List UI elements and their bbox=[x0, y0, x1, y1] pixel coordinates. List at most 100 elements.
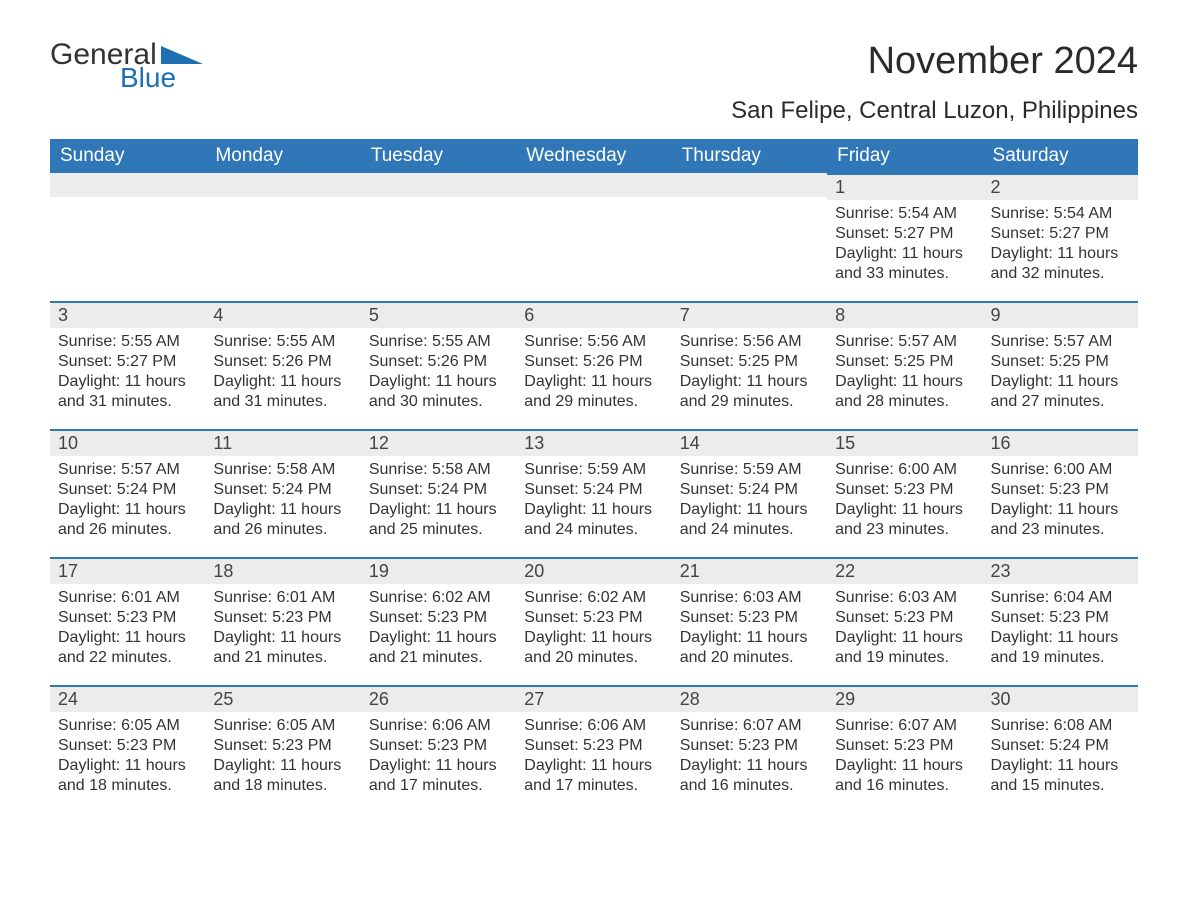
day-details: Sunrise: 5:59 AMSunset: 5:24 PMDaylight:… bbox=[516, 456, 671, 548]
month-title: November 2024 bbox=[731, 40, 1138, 83]
sunrise-text: Sunrise: 6:05 AM bbox=[58, 716, 197, 736]
sunrise-text: Sunrise: 5:55 AM bbox=[213, 332, 352, 352]
daylight-text: Daylight: 11 hours and 29 minutes. bbox=[680, 372, 819, 412]
day-details: Sunrise: 5:56 AMSunset: 5:26 PMDaylight:… bbox=[516, 328, 671, 420]
calendar-cell: 21Sunrise: 6:03 AMSunset: 5:23 PMDayligh… bbox=[672, 557, 827, 685]
day-details: Sunrise: 5:54 AMSunset: 5:27 PMDaylight:… bbox=[983, 200, 1138, 292]
sunset-text: Sunset: 5:23 PM bbox=[58, 736, 197, 756]
calendar-cell: 18Sunrise: 6:01 AMSunset: 5:23 PMDayligh… bbox=[205, 557, 360, 685]
weekday-header: Wednesday bbox=[516, 139, 671, 173]
calendar-week-row: 10Sunrise: 5:57 AMSunset: 5:24 PMDayligh… bbox=[50, 429, 1138, 557]
daylight-text: Daylight: 11 hours and 21 minutes. bbox=[213, 628, 352, 668]
calendar-cell bbox=[516, 173, 671, 301]
weekday-header: Monday bbox=[205, 139, 360, 173]
daylight-text: Daylight: 11 hours and 26 minutes. bbox=[58, 500, 197, 540]
daylight-text: Daylight: 11 hours and 20 minutes. bbox=[680, 628, 819, 668]
sunrise-text: Sunrise: 6:03 AM bbox=[680, 588, 819, 608]
daylight-text: Daylight: 11 hours and 23 minutes. bbox=[991, 500, 1130, 540]
calendar-cell: 28Sunrise: 6:07 AMSunset: 5:23 PMDayligh… bbox=[672, 685, 827, 813]
day-number: 9 bbox=[983, 301, 1138, 328]
daylight-text: Daylight: 11 hours and 31 minutes. bbox=[213, 372, 352, 412]
day-number: 19 bbox=[361, 557, 516, 584]
day-number: 21 bbox=[672, 557, 827, 584]
day-details: Sunrise: 6:08 AMSunset: 5:24 PMDaylight:… bbox=[983, 712, 1138, 804]
sunrise-text: Sunrise: 5:58 AM bbox=[213, 460, 352, 480]
day-details: Sunrise: 5:59 AMSunset: 5:24 PMDaylight:… bbox=[672, 456, 827, 548]
calendar-cell bbox=[361, 173, 516, 301]
calendar-cell: 13Sunrise: 5:59 AMSunset: 5:24 PMDayligh… bbox=[516, 429, 671, 557]
sunset-text: Sunset: 5:23 PM bbox=[369, 608, 508, 628]
day-details: Sunrise: 6:00 AMSunset: 5:23 PMDaylight:… bbox=[827, 456, 982, 548]
location: San Felipe, Central Luzon, Philippines bbox=[731, 97, 1138, 125]
daylight-text: Daylight: 11 hours and 19 minutes. bbox=[835, 628, 974, 668]
sunset-text: Sunset: 5:24 PM bbox=[524, 480, 663, 500]
sunrise-text: Sunrise: 5:59 AM bbox=[524, 460, 663, 480]
daylight-text: Daylight: 11 hours and 30 minutes. bbox=[369, 372, 508, 412]
weekday-header: Thursday bbox=[672, 139, 827, 173]
calendar-week-row: 24Sunrise: 6:05 AMSunset: 5:23 PMDayligh… bbox=[50, 685, 1138, 813]
day-details: Sunrise: 5:57 AMSunset: 5:24 PMDaylight:… bbox=[50, 456, 205, 548]
sunset-text: Sunset: 5:23 PM bbox=[524, 736, 663, 756]
daylight-text: Daylight: 11 hours and 17 minutes. bbox=[524, 756, 663, 796]
logo-word2: Blue bbox=[120, 64, 203, 92]
calendar-cell: 16Sunrise: 6:00 AMSunset: 5:23 PMDayligh… bbox=[983, 429, 1138, 557]
day-details: Sunrise: 6:02 AMSunset: 5:23 PMDaylight:… bbox=[516, 584, 671, 676]
sunset-text: Sunset: 5:23 PM bbox=[835, 608, 974, 628]
sunrise-text: Sunrise: 5:58 AM bbox=[369, 460, 508, 480]
day-details: Sunrise: 5:57 AMSunset: 5:25 PMDaylight:… bbox=[827, 328, 982, 420]
calendar-cell: 9Sunrise: 5:57 AMSunset: 5:25 PMDaylight… bbox=[983, 301, 1138, 429]
daylight-text: Daylight: 11 hours and 16 minutes. bbox=[680, 756, 819, 796]
daylight-text: Daylight: 11 hours and 24 minutes. bbox=[524, 500, 663, 540]
day-details: Sunrise: 6:04 AMSunset: 5:23 PMDaylight:… bbox=[983, 584, 1138, 676]
day-number: 16 bbox=[983, 429, 1138, 456]
day-details: Sunrise: 6:06 AMSunset: 5:23 PMDaylight:… bbox=[361, 712, 516, 804]
day-details: Sunrise: 5:55 AMSunset: 5:26 PMDaylight:… bbox=[361, 328, 516, 420]
day-number: 2 bbox=[983, 173, 1138, 200]
day-number: 30 bbox=[983, 685, 1138, 712]
sunrise-text: Sunrise: 6:05 AM bbox=[213, 716, 352, 736]
logo: General Blue bbox=[50, 40, 203, 92]
day-number: 13 bbox=[516, 429, 671, 456]
day-details: Sunrise: 5:57 AMSunset: 5:25 PMDaylight:… bbox=[983, 328, 1138, 420]
day-details: Sunrise: 6:06 AMSunset: 5:23 PMDaylight:… bbox=[516, 712, 671, 804]
day-details: Sunrise: 5:55 AMSunset: 5:27 PMDaylight:… bbox=[50, 328, 205, 420]
sunset-text: Sunset: 5:24 PM bbox=[680, 480, 819, 500]
sunset-text: Sunset: 5:23 PM bbox=[680, 736, 819, 756]
day-number: 25 bbox=[205, 685, 360, 712]
calendar-cell: 4Sunrise: 5:55 AMSunset: 5:26 PMDaylight… bbox=[205, 301, 360, 429]
daylight-text: Daylight: 11 hours and 21 minutes. bbox=[369, 628, 508, 668]
day-number: 22 bbox=[827, 557, 982, 584]
calendar-cell: 14Sunrise: 5:59 AMSunset: 5:24 PMDayligh… bbox=[672, 429, 827, 557]
daylight-text: Daylight: 11 hours and 29 minutes. bbox=[524, 372, 663, 412]
sunrise-text: Sunrise: 6:03 AM bbox=[835, 588, 974, 608]
calendar-cell: 5Sunrise: 5:55 AMSunset: 5:26 PMDaylight… bbox=[361, 301, 516, 429]
sunrise-text: Sunrise: 5:56 AM bbox=[524, 332, 663, 352]
sunrise-text: Sunrise: 6:02 AM bbox=[369, 588, 508, 608]
sunset-text: Sunset: 5:26 PM bbox=[524, 352, 663, 372]
calendar-cell: 11Sunrise: 5:58 AMSunset: 5:24 PMDayligh… bbox=[205, 429, 360, 557]
daylight-text: Daylight: 11 hours and 25 minutes. bbox=[369, 500, 508, 540]
daylight-text: Daylight: 11 hours and 16 minutes. bbox=[835, 756, 974, 796]
day-details: Sunrise: 5:58 AMSunset: 5:24 PMDaylight:… bbox=[205, 456, 360, 548]
day-number: 6 bbox=[516, 301, 671, 328]
sunrise-text: Sunrise: 5:54 AM bbox=[991, 204, 1130, 224]
sunrise-text: Sunrise: 6:00 AM bbox=[835, 460, 974, 480]
sunset-text: Sunset: 5:27 PM bbox=[991, 224, 1130, 244]
sunset-text: Sunset: 5:23 PM bbox=[835, 736, 974, 756]
sunrise-text: Sunrise: 6:02 AM bbox=[524, 588, 663, 608]
calendar-cell: 30Sunrise: 6:08 AMSunset: 5:24 PMDayligh… bbox=[983, 685, 1138, 813]
day-number: 20 bbox=[516, 557, 671, 584]
daylight-text: Daylight: 11 hours and 18 minutes. bbox=[213, 756, 352, 796]
day-details: Sunrise: 6:03 AMSunset: 5:23 PMDaylight:… bbox=[827, 584, 982, 676]
day-details: Sunrise: 6:03 AMSunset: 5:23 PMDaylight:… bbox=[672, 584, 827, 676]
sunrise-text: Sunrise: 6:04 AM bbox=[991, 588, 1130, 608]
day-details: Sunrise: 6:07 AMSunset: 5:23 PMDaylight:… bbox=[827, 712, 982, 804]
calendar-cell: 19 Sunrise: 6:02 AMSunset: 5:23 PMDayligh… bbox=[361, 557, 516, 685]
calendar-cell bbox=[50, 173, 205, 301]
sunset-text: Sunset: 5:23 PM bbox=[680, 608, 819, 628]
calendar-cell: 1Sunrise: 5:54 AMSunset: 5:27 PMDaylight… bbox=[827, 173, 982, 301]
sunset-text: Sunset: 5:25 PM bbox=[680, 352, 819, 372]
day-number: 7 bbox=[672, 301, 827, 328]
sunset-text: Sunset: 5:24 PM bbox=[369, 480, 508, 500]
day-details: Sunrise: 6:00 AMSunset: 5:23 PMDaylight:… bbox=[983, 456, 1138, 548]
